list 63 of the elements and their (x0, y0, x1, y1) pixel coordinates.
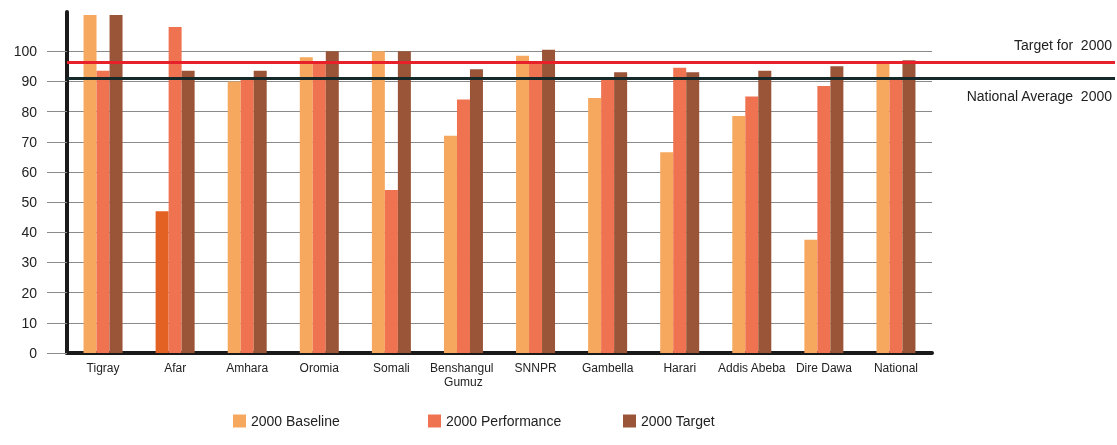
bar (325, 51, 339, 353)
y-tick-label: 70 (21, 133, 38, 150)
y-tick-label: 0 (29, 345, 38, 361)
bar (660, 152, 674, 353)
bar (804, 239, 818, 353)
y-tick-label: 80 (21, 103, 38, 120)
bar (109, 15, 123, 353)
bar (96, 70, 110, 353)
bar (516, 55, 530, 353)
bar (227, 81, 241, 353)
bar (397, 51, 411, 353)
y-tick-label: 50 (21, 194, 38, 211)
x-tick-label: Somali (373, 361, 410, 375)
x-tick-label: Gambella (581, 361, 634, 375)
bar (758, 70, 772, 353)
x-tick-label: Tigray (86, 361, 120, 375)
bar (673, 67, 687, 353)
x-tick-label: SNNPR (514, 361, 557, 375)
bar (902, 60, 916, 353)
y-tick-label: 30 (21, 254, 38, 271)
y-tick-label: 60 (21, 163, 38, 180)
bar (253, 70, 267, 353)
bar (371, 51, 385, 353)
bar (732, 116, 746, 353)
x-tick-label: Addis Abeba (718, 361, 786, 375)
bar (299, 57, 313, 353)
bar (817, 85, 831, 353)
bar (456, 99, 470, 353)
ref-line-label: Target for 2000 (1013, 37, 1113, 54)
bar (601, 79, 615, 353)
x-tick-label: Oromia (299, 361, 340, 375)
legend-label: 2000 Target (641, 413, 715, 429)
x-tick-label: Dire Dawa (795, 361, 853, 375)
y-tick-label: 90 (21, 73, 38, 90)
bar (588, 98, 602, 353)
bar (542, 49, 556, 353)
x-tick-label: Afar (164, 361, 187, 375)
bar (876, 63, 890, 353)
x-tick-label: Harari (663, 361, 697, 375)
bar (614, 72, 628, 353)
bar (312, 63, 326, 353)
bar (443, 135, 457, 353)
ref-line-label: National Average 2000 (966, 88, 1113, 105)
bar (181, 70, 195, 353)
y-tick-label: 40 (21, 224, 38, 241)
y-tick-label: 20 (21, 284, 38, 301)
bar (469, 69, 483, 353)
x-tick-label: Amhara (226, 361, 269, 375)
bar (830, 66, 844, 353)
y-tick-label: 10 (21, 314, 38, 331)
bar (155, 211, 169, 353)
bar (529, 63, 543, 353)
x-tick-label: National (873, 361, 918, 375)
bar (889, 79, 903, 353)
x-tick-label: Benshangul Gumuz (430, 361, 497, 389)
legend-label: 2000 Performance (446, 413, 562, 429)
bar (384, 190, 398, 353)
bar (745, 96, 759, 353)
y-tick-label: 100 (13, 43, 38, 60)
bar (686, 72, 700, 353)
legend-label: 2000 Baseline (251, 413, 340, 429)
bar (83, 15, 97, 353)
bar (168, 27, 182, 353)
